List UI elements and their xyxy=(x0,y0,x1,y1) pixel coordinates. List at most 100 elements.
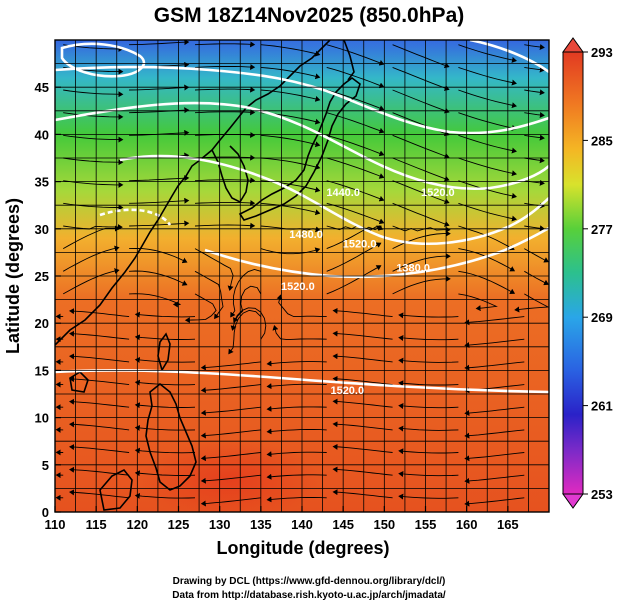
streamline xyxy=(134,379,196,386)
contour-label: 1520.0 xyxy=(330,385,364,397)
x-tick-label: 155 xyxy=(415,517,437,532)
x-tick-label: 120 xyxy=(126,517,148,532)
streamline xyxy=(200,361,261,371)
streamline xyxy=(524,111,545,118)
streamline xyxy=(200,384,261,394)
streamline xyxy=(398,380,459,387)
x-axis-ticks: 110 115 120 125 130 135 140 145 150 155 160 165 xyxy=(45,506,519,532)
streamline xyxy=(69,489,130,499)
streamline xyxy=(200,429,261,439)
streamline xyxy=(392,89,450,114)
colorbar-tick-label: 277 xyxy=(591,222,613,237)
map-title: GSM 18Z14Nov2025 (850.0hPa) xyxy=(154,4,465,27)
streamline xyxy=(200,474,261,484)
y-tick-label: 40 xyxy=(35,127,49,142)
contour-label: 1520.0 xyxy=(421,187,455,199)
streamline xyxy=(134,356,196,363)
streamline xyxy=(326,112,385,134)
x-axis-title: Longitude (degrees) xyxy=(216,538,389,558)
streamline xyxy=(266,451,327,458)
streamline xyxy=(464,497,525,507)
contour-label: 1380.0 xyxy=(396,262,430,274)
streamline xyxy=(184,293,217,324)
streamline xyxy=(398,448,459,455)
streamline xyxy=(266,360,327,367)
streamline xyxy=(524,179,545,186)
streamline xyxy=(326,180,385,202)
streamline xyxy=(63,112,124,120)
streamline xyxy=(326,265,382,295)
streamline xyxy=(230,285,262,331)
lat-lon-grid xyxy=(55,40,549,512)
warm-core-region xyxy=(140,440,320,512)
streamline xyxy=(129,270,188,286)
streamline xyxy=(398,425,459,432)
streamline xyxy=(233,307,267,340)
streamline xyxy=(134,492,196,499)
streamline xyxy=(398,357,459,364)
y-tick-label: 25 xyxy=(35,269,49,284)
x-tick-label: 130 xyxy=(209,517,231,532)
streamline xyxy=(194,109,256,116)
contour-labels: 1520.0 1520.0 1520.0 1520.0 1440.0 1480.0 1380… xyxy=(281,187,455,397)
streamline xyxy=(524,134,545,141)
streamline xyxy=(524,225,545,232)
streamline xyxy=(398,493,459,500)
streamline xyxy=(326,134,385,157)
streamline xyxy=(272,325,327,341)
colorbar-tick-label: 293 xyxy=(591,45,613,60)
colorbar-tick-label: 269 xyxy=(591,310,613,325)
y-tick-label: 30 xyxy=(35,222,49,237)
streamline xyxy=(63,157,124,166)
x-tick-label: 140 xyxy=(291,517,313,532)
contour-label: 1520.0 xyxy=(281,281,315,293)
streamline xyxy=(276,294,327,318)
streamline xyxy=(392,66,450,91)
x-tick-label: 165 xyxy=(497,517,519,532)
streamline xyxy=(194,64,256,71)
streamline xyxy=(194,86,256,93)
contour-label: 1520.0 xyxy=(343,239,377,251)
contour-1480 xyxy=(119,154,549,245)
x-tick-label: 110 xyxy=(45,517,66,532)
contour-north-ring xyxy=(60,42,146,78)
streamline xyxy=(134,334,196,341)
x-tick-label: 145 xyxy=(332,517,354,532)
streamline xyxy=(194,177,256,184)
streamline xyxy=(63,202,124,211)
japan-coast xyxy=(238,77,361,221)
streamline xyxy=(260,134,321,148)
streamline xyxy=(63,89,124,98)
streamline xyxy=(266,496,327,503)
x-tick-label: 135 xyxy=(250,517,272,532)
credit-data-source: Data from http://database.rish.kyoto-u.a… xyxy=(172,590,446,601)
streamline xyxy=(200,452,261,462)
streamline xyxy=(392,202,450,227)
streamline xyxy=(392,230,451,250)
streamline xyxy=(129,247,188,264)
colorbar-tick-label: 285 xyxy=(591,133,613,148)
streamline xyxy=(266,428,327,435)
y-tick-label: 5 xyxy=(42,458,49,473)
streamline xyxy=(194,199,256,206)
streamline xyxy=(514,293,549,313)
streamline xyxy=(392,134,450,159)
streamline xyxy=(260,44,321,57)
streamline xyxy=(464,474,525,484)
streamline xyxy=(260,247,321,255)
streamline xyxy=(398,402,459,409)
streamline xyxy=(266,473,327,480)
streamline xyxy=(524,157,545,164)
streamline xyxy=(326,157,385,179)
streamline xyxy=(260,157,321,170)
contour-west-dash xyxy=(99,208,172,226)
streamline xyxy=(464,361,525,371)
y-tick-label: 10 xyxy=(35,411,49,426)
streamline xyxy=(524,89,545,96)
streamline xyxy=(464,316,525,326)
streamline xyxy=(69,466,130,476)
streamline xyxy=(194,222,256,229)
streamline xyxy=(326,44,385,66)
streamline xyxy=(524,44,545,50)
streamline xyxy=(200,497,261,507)
